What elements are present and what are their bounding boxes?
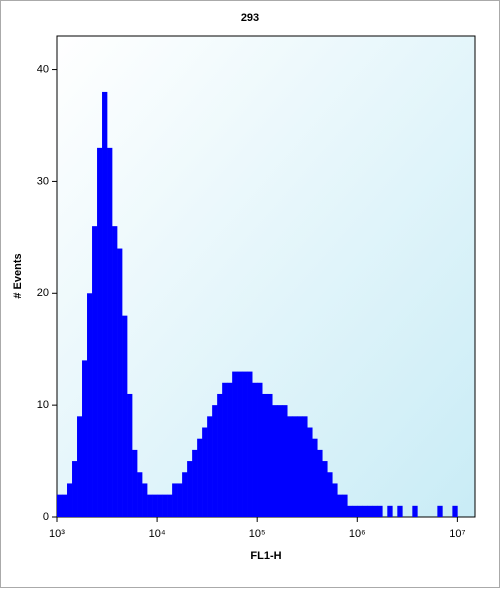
x-tick-label: 10⁵ [249,528,266,540]
bar [57,494,63,517]
bar [112,226,118,517]
bar [212,405,218,517]
bar [287,416,293,517]
bar [242,371,248,517]
bar [102,91,108,517]
chart-title: 293 [241,12,259,24]
bar [152,494,158,517]
bar [367,505,373,517]
bar [192,449,198,517]
bar [357,505,363,517]
y-tick-label: 30 [37,175,49,187]
bar [352,505,358,517]
bar [272,405,278,517]
bar [162,494,168,517]
bar [117,248,123,517]
bar [82,360,88,517]
bar [177,483,183,517]
bar [62,494,68,517]
bar [257,382,263,517]
bar [107,147,113,517]
bar [187,461,193,517]
bar [147,494,153,517]
bar [262,393,268,517]
bar [172,483,178,517]
bar [377,505,383,517]
bar [302,416,308,517]
bar [452,505,458,517]
bar [197,438,203,517]
histogram [57,91,458,517]
bar [77,416,83,517]
bar [387,505,393,517]
bar [142,483,148,517]
bar [217,393,223,517]
y-tick-label: 20 [37,287,49,299]
bar [297,416,303,517]
bar [412,505,418,517]
bar [182,472,188,517]
bar [202,427,208,517]
bar [122,315,128,517]
bar [317,449,323,517]
bar [157,494,163,517]
bar [72,461,78,517]
bar [247,371,253,517]
x-tick-label: 10⁷ [449,528,465,540]
bar [327,472,333,517]
bar [267,393,273,517]
bar [332,483,338,517]
bar [227,382,233,517]
bar [67,483,73,517]
bar [87,293,93,517]
bar [137,472,143,517]
bar [292,416,298,517]
bar [282,405,288,517]
bar [307,427,313,517]
bar [277,405,283,517]
y-axis-label: # Events [12,253,24,298]
bar [92,226,98,517]
bar [312,438,318,517]
y-tick-label: 10 [37,399,49,411]
y-tick-label: 0 [43,511,49,523]
bar [237,371,243,517]
bar [252,382,258,517]
bar [337,494,343,517]
bar [342,494,348,517]
bar [207,416,213,517]
x-axis-label: FL1-H [250,550,281,562]
bar [347,505,353,517]
x-tick-label: 10⁶ [349,528,366,540]
bar [437,505,443,517]
y-tick-label: 40 [37,63,49,75]
bar [222,382,228,517]
bar [397,505,403,517]
bar [167,494,173,517]
bar [127,393,133,517]
x-tick-label: 10³ [49,528,65,540]
bar [362,505,368,517]
bar [132,449,138,517]
bar [97,147,103,517]
x-tick-label: 10⁴ [149,528,166,540]
bar [322,461,328,517]
bar [372,505,378,517]
bar [232,371,238,517]
